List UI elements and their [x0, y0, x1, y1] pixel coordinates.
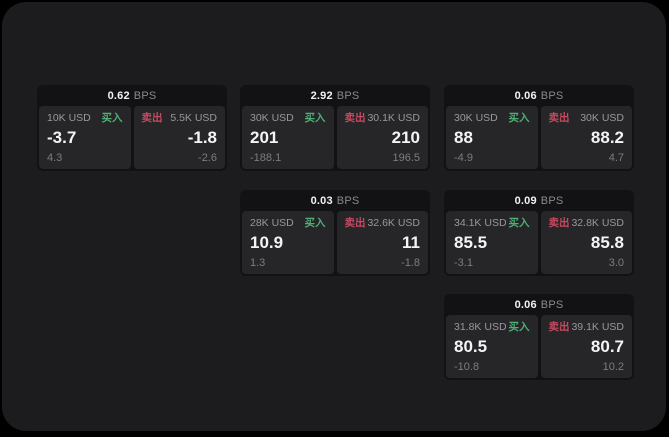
sell-amount: 39.1K USD — [571, 321, 624, 333]
quote-card-4: 0.09 BPS 34.1K USD 买入 85.5 -3.1 卖出 32.8K… — [444, 190, 634, 276]
buy-price: 80.5 — [454, 337, 488, 356]
sell-price: 85.8 — [590, 233, 624, 252]
buy-panel[interactable]: 31.8K USD 买入 80.5 -10.8 — [446, 315, 538, 378]
buy-panel[interactable]: 28K USD 买入 10.9 1.3 — [242, 211, 334, 274]
sell-amount: 30.1K USD — [367, 112, 420, 124]
sell-panel[interactable]: 卖出 39.1K USD 80.7 10.2 — [540, 315, 632, 378]
buy-delta: -4.9 — [454, 152, 473, 164]
buy-label: 买入 — [304, 217, 326, 229]
bps-unit: BPS — [540, 298, 564, 311]
buy-delta: 4.3 — [47, 152, 63, 164]
bps-header: 2.92 BPS — [242, 85, 428, 106]
buy-amount: 30K USD — [454, 112, 498, 124]
buy-price: 10.9 — [250, 233, 284, 252]
sell-panel[interactable]: 卖出 32.8K USD 85.8 3.0 — [540, 211, 632, 274]
sell-label: 卖出 — [548, 321, 570, 333]
bps-value: 0.06 — [514, 89, 537, 102]
bps-header: 0.06 BPS — [446, 294, 632, 315]
bps-value: 0.06 — [514, 298, 537, 311]
bps-value: 0.03 — [310, 194, 333, 207]
buy-price: 85.5 — [454, 233, 488, 252]
app-window: 0.62 BPS 10K USD 买入 -3.7 4.3 卖出 5.5K USD — [2, 2, 666, 431]
sell-amount: 30K USD — [580, 112, 624, 124]
quote-card-body: 34.1K USD 买入 85.5 -3.1 卖出 32.8K USD 85.8… — [446, 211, 632, 274]
sell-label: 卖出 — [141, 112, 163, 124]
buy-delta: -188.1 — [250, 152, 282, 164]
buy-delta: -3.1 — [454, 257, 473, 269]
buy-price: -3.7 — [47, 128, 77, 147]
buy-label: 买入 — [508, 321, 530, 333]
sell-price: 88.2 — [590, 128, 624, 147]
bps-value: 0.09 — [514, 194, 537, 207]
sell-label: 卖出 — [344, 217, 366, 229]
bps-header: 0.62 BPS — [39, 85, 225, 106]
buy-amount: 10K USD — [47, 112, 91, 124]
bps-header: 0.09 BPS — [446, 190, 632, 211]
quote-card-5: 0.06 BPS 31.8K USD 买入 80.5 -10.8 卖出 39.1… — [444, 294, 634, 380]
sell-delta: 3.0 — [608, 257, 624, 269]
buy-amount: 31.8K USD — [454, 321, 507, 333]
buy-panel[interactable]: 10K USD 买入 -3.7 4.3 — [39, 106, 131, 169]
buy-label: 买入 — [508, 112, 530, 124]
buy-amount: 34.1K USD — [454, 217, 507, 229]
buy-amount: 30K USD — [250, 112, 294, 124]
bps-unit: BPS — [133, 89, 157, 102]
quote-card-0: 0.62 BPS 10K USD 买入 -3.7 4.3 卖出 5.5K USD — [37, 85, 227, 171]
buy-delta: 1.3 — [250, 257, 266, 269]
buy-panel[interactable]: 30K USD 买入 201 -188.1 — [242, 106, 334, 169]
sell-panel[interactable]: 卖出 30K USD 88.2 4.7 — [540, 106, 632, 169]
sell-price: 80.7 — [590, 337, 624, 356]
buy-label: 买入 — [508, 217, 530, 229]
sell-panel[interactable]: 卖出 32.6K USD 11 -1.8 — [336, 211, 428, 274]
quote-card-2: 0.06 BPS 30K USD 买入 88 -4.9 卖出 30K USD — [444, 85, 634, 171]
sell-panel[interactable]: 卖出 30.1K USD 210 196.5 — [336, 106, 428, 169]
sell-delta: 10.2 — [602, 361, 624, 373]
bps-unit: BPS — [540, 194, 564, 207]
quote-card-3: 0.03 BPS 28K USD 买入 10.9 1.3 卖出 32.6K US… — [240, 190, 430, 276]
bps-header: 0.03 BPS — [242, 190, 428, 211]
quote-card-body: 28K USD 买入 10.9 1.3 卖出 32.6K USD 11 -1.8 — [242, 211, 428, 274]
sell-label: 卖出 — [548, 112, 570, 124]
sell-delta: -1.8 — [401, 257, 420, 269]
quote-card-body: 30K USD 买入 88 -4.9 卖出 30K USD 88.2 4.7 — [446, 106, 632, 169]
sell-price: 210 — [391, 128, 420, 147]
quote-card-body: 30K USD 买入 201 -188.1 卖出 30.1K USD 210 1… — [242, 106, 428, 169]
sell-label: 卖出 — [344, 112, 366, 124]
buy-panel[interactable]: 30K USD 买入 88 -4.9 — [446, 106, 538, 169]
sell-delta: -2.6 — [198, 152, 217, 164]
buy-label: 买入 — [101, 112, 123, 124]
quote-card-body: 10K USD 买入 -3.7 4.3 卖出 5.5K USD -1.8 -2.… — [39, 106, 225, 169]
sell-amount: 5.5K USD — [170, 112, 217, 124]
quote-card-body: 31.8K USD 买入 80.5 -10.8 卖出 39.1K USD 80.… — [446, 315, 632, 378]
buy-price: 88 — [454, 128, 473, 147]
bps-unit: BPS — [336, 89, 360, 102]
sell-amount: 32.8K USD — [571, 217, 624, 229]
bps-value: 2.92 — [310, 89, 333, 102]
buy-amount: 28K USD — [250, 217, 294, 229]
buy-delta: -10.8 — [454, 361, 480, 373]
bps-value: 0.62 — [107, 89, 130, 102]
sell-delta: 196.5 — [392, 152, 420, 164]
sell-label: 卖出 — [548, 217, 570, 229]
sell-price: -1.8 — [187, 128, 217, 147]
sell-amount: 32.6K USD — [367, 217, 420, 229]
buy-label: 买入 — [304, 112, 326, 124]
bps-header: 0.06 BPS — [446, 85, 632, 106]
bps-unit: BPS — [336, 194, 360, 207]
buy-panel[interactable]: 34.1K USD 买入 85.5 -3.1 — [446, 211, 538, 274]
sell-price: 11 — [402, 233, 420, 252]
buy-price: 201 — [250, 128, 279, 147]
bps-unit: BPS — [540, 89, 564, 102]
sell-panel[interactable]: 卖出 5.5K USD -1.8 -2.6 — [133, 106, 225, 169]
sell-delta: 4.7 — [608, 152, 624, 164]
quote-card-1: 2.92 BPS 30K USD 买入 201 -188.1 卖出 30.1K … — [240, 85, 430, 171]
